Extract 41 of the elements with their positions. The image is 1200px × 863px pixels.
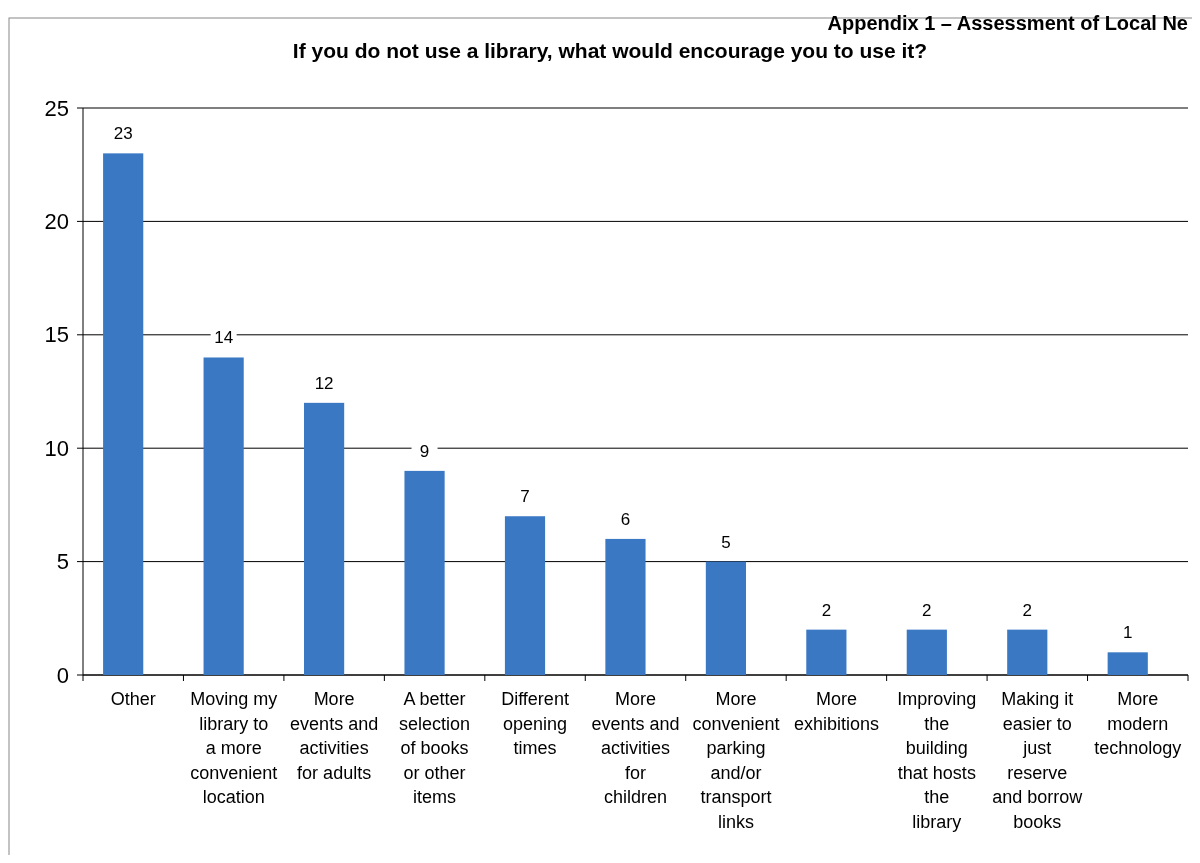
x-tick-label: More events and activities for adults: [290, 689, 379, 783]
y-tick-label: 25: [44, 95, 69, 121]
x-tick-label: More exhibitions: [793, 689, 879, 734]
data-label: 5: [721, 532, 731, 552]
bar: [404, 470, 445, 675]
data-label: 2: [821, 600, 832, 620]
text: Appendix 1 – Assessment of Local Ne: [827, 12, 1188, 35]
bar: [906, 629, 947, 675]
bar: [605, 538, 646, 675]
x-tick-label: More events and activities for children: [591, 689, 680, 807]
y-tick-label: 15: [44, 322, 69, 348]
x-tick-label: More modern technology: [1094, 689, 1182, 758]
bar: [504, 516, 546, 675]
bar: [203, 357, 244, 675]
x-tick-label: Other: [110, 689, 156, 709]
x-tick-label: Improving the building that hosts the library: [897, 689, 977, 832]
y-tick-label: 0: [56, 662, 69, 688]
bar: [1007, 629, 1048, 675]
bar: [705, 561, 746, 675]
x-tick-label: Moving my library to a more convenient location: [190, 689, 278, 807]
y-tick-label: 5: [56, 549, 69, 575]
data-label: 7: [520, 487, 530, 507]
chart-title: If you do not use a library, what would encourage you to use it?: [292, 39, 928, 62]
data-label: 1: [1122, 623, 1133, 643]
data-label: 23: [113, 124, 133, 144]
x-tick-label: Different opening times: [501, 689, 569, 758]
x-tick-label: More convenient parking and/or transport links: [692, 689, 780, 832]
data-label: 2: [1022, 600, 1033, 620]
bar: [1107, 652, 1148, 675]
x-tick-label: Making it easier to just reserve and borrow books: [992, 689, 1084, 832]
bar: [304, 402, 345, 675]
data-label: 9: [419, 441, 430, 461]
y-tick-label: 10: [44, 435, 69, 461]
data-label: 6: [620, 509, 631, 529]
data-label: 12: [314, 373, 334, 393]
data-label: 14: [214, 328, 234, 348]
bar: [806, 629, 847, 675]
y-tick-label: 20: [44, 208, 69, 234]
data-label: 2: [922, 600, 932, 620]
bar: [103, 153, 144, 675]
x-tick-label: A better selection of books or other items: [399, 689, 471, 807]
